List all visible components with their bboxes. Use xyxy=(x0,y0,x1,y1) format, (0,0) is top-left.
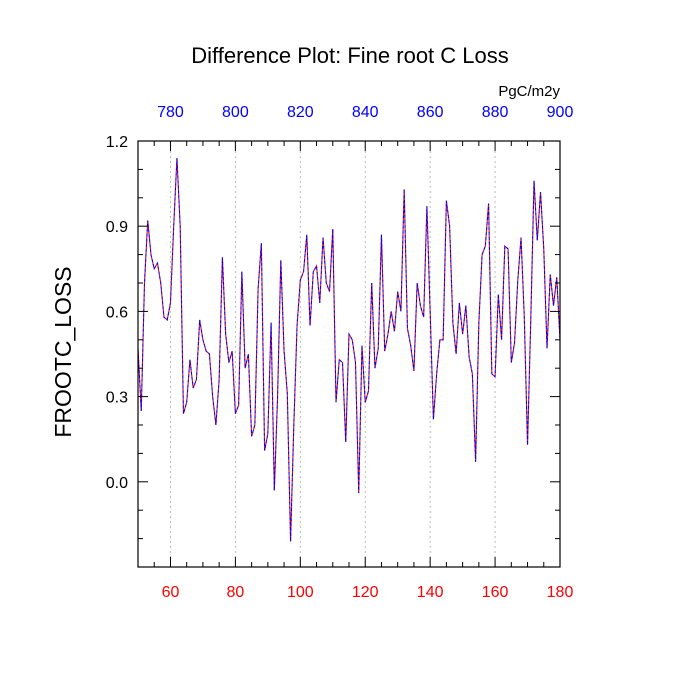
chart-title: Difference Plot: Fine root C Loss xyxy=(191,43,509,68)
x-tick-label-top-820: 820 xyxy=(287,104,314,121)
y-tick-label-4: 1.2 xyxy=(106,134,128,151)
x-tick-label-top-880: 880 xyxy=(482,104,509,121)
series-line-b-0 xyxy=(137,158,561,542)
series-line-a-0 xyxy=(137,158,561,542)
y-axis-label: FROOTC_LOSS xyxy=(50,266,76,437)
axis-ticks xyxy=(137,140,561,567)
x-tick-label-top-780: 780 xyxy=(157,104,184,121)
x-tick-label-top-860: 860 xyxy=(417,104,444,121)
x-tick-label-bottom-120: 120 xyxy=(352,584,379,601)
y-tick-label-1: 0.3 xyxy=(106,390,128,407)
series-lines xyxy=(137,158,561,542)
units-label: PgC/m2y xyxy=(498,83,560,100)
x-tick-label-bottom-180: 180 xyxy=(547,584,574,601)
y-tick-label-3: 0.9 xyxy=(106,219,128,236)
x-tick-label-top-800: 800 xyxy=(222,104,249,121)
x-tick-label-top-840: 840 xyxy=(352,104,379,121)
grid-lines xyxy=(170,141,496,567)
x-tick-label-bottom-80: 80 xyxy=(226,584,244,601)
x-tick-label-bottom-160: 160 xyxy=(482,584,509,601)
tick-labels: 60 80 100 120 140 160 180 780 800 820 840 860 880 900… xyxy=(106,104,574,601)
plot-frame xyxy=(137,140,561,568)
x-tick-label-top-900: 900 xyxy=(547,104,574,121)
x-tick-label-bottom-100: 100 xyxy=(287,584,314,601)
x-tick-label-bottom-60: 60 xyxy=(162,584,180,601)
y-tick-label-0: 0.0 xyxy=(106,475,128,492)
y-tick-label-2: 0.6 xyxy=(106,304,128,321)
x-tick-label-bottom-140: 140 xyxy=(417,584,444,601)
